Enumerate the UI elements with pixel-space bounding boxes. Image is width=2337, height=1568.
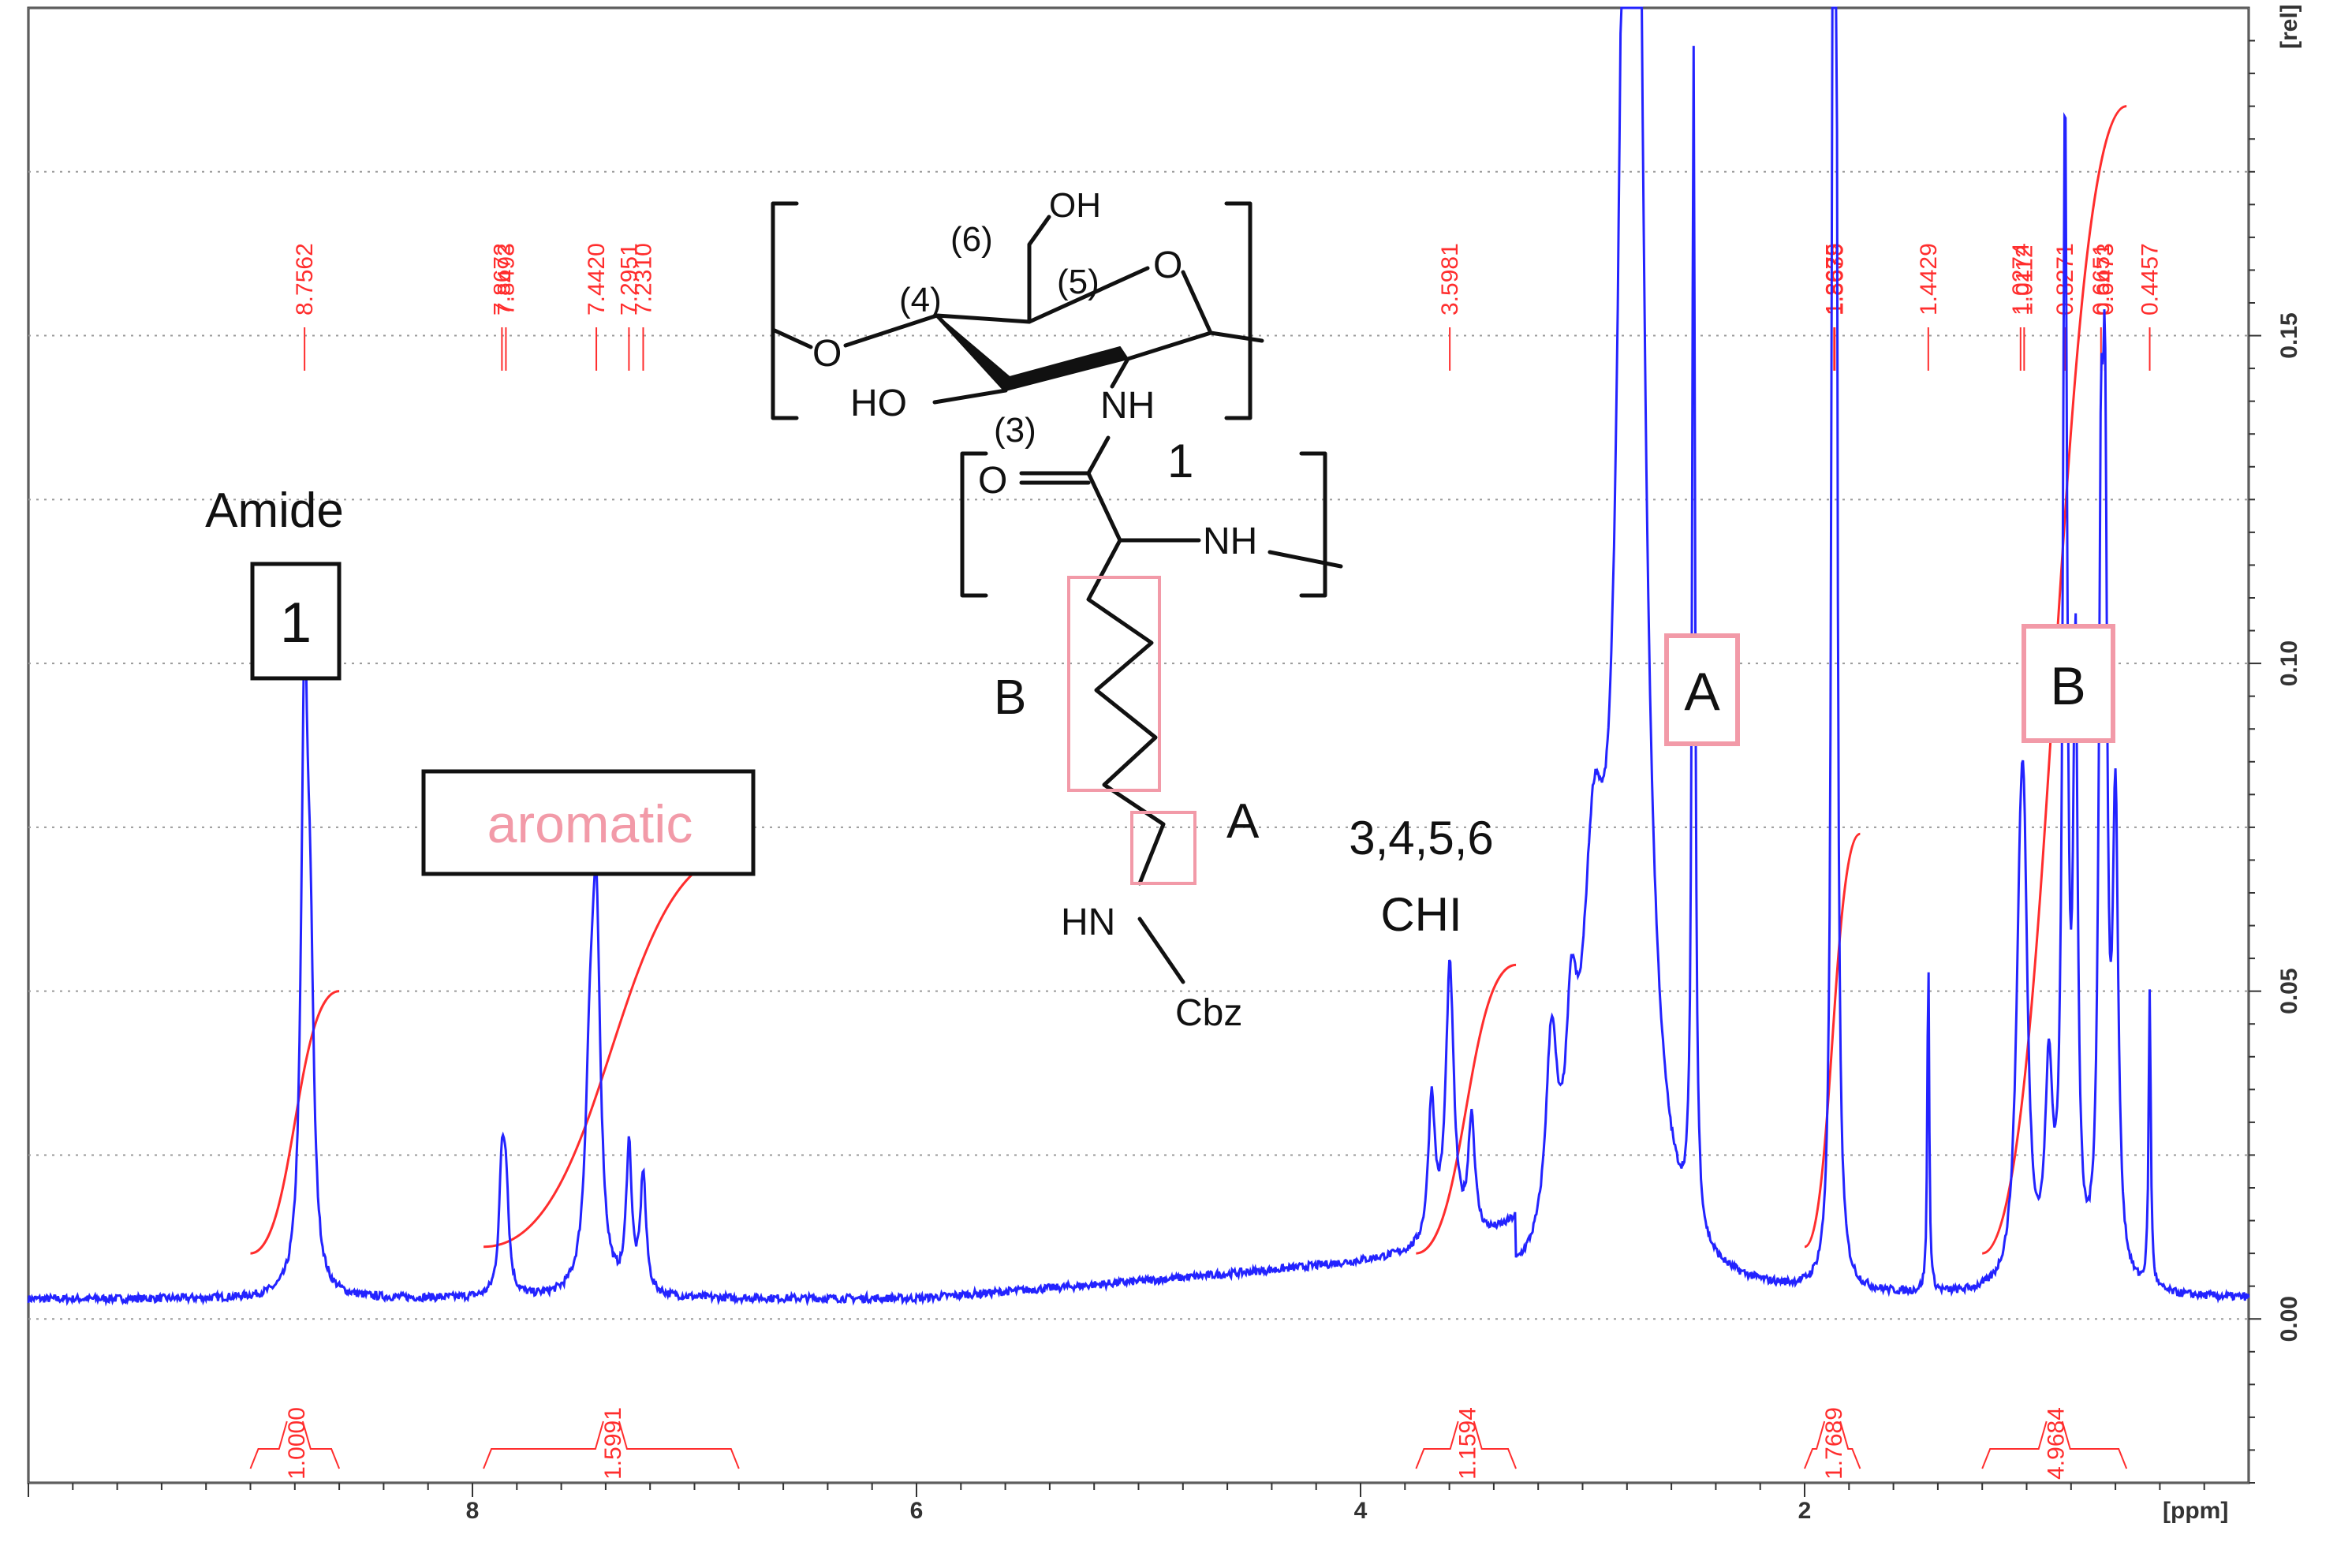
bond-c2-n — [1110, 357, 1130, 389]
structure-A-label: A — [1226, 794, 1260, 849]
y-tick-label: 0.15 — [2276, 312, 2302, 358]
structure-glycosidic-o: O — [812, 333, 842, 375]
spectrum-line — [27, 6, 2250, 1307]
structure-ring-o: O — [1153, 245, 1182, 286]
structure-carbonyl-o: O — [978, 460, 1007, 502]
side-chain-A-box — [1130, 811, 1196, 885]
peak-label: 0.6473 — [2092, 243, 2119, 315]
x-tick-label: 6 — [910, 1498, 924, 1524]
integral-label: 1.0000 — [284, 1407, 310, 1480]
bond-c3-oh — [932, 388, 1008, 405]
bond-o-c4 — [843, 313, 939, 348]
structure-highlight-boxes — [1067, 576, 1196, 885]
peak-label: 7.2951 — [616, 243, 642, 315]
peak-label: 1.8675 — [1821, 243, 1847, 315]
integral-bracket — [483, 1421, 740, 1469]
structure-unit-label: 1 — [1167, 435, 1193, 487]
bond-nh-right — [1267, 550, 1343, 569]
inner-bracket-right — [1299, 451, 1327, 598]
x-tick-label: 2 — [1798, 1498, 1812, 1524]
bond-left-o — [771, 327, 813, 349]
amide-number-label: 1 — [280, 592, 312, 655]
lysine-side-chain — [1086, 538, 1166, 886]
peak-label: 0.6651 — [2089, 243, 2115, 315]
amide-number-box — [250, 562, 342, 681]
peak-B-label: B — [2050, 656, 2085, 716]
peak-label: 1.4429 — [1916, 243, 1942, 315]
peak-label: 7.8493 — [493, 243, 519, 315]
integral-curve — [1416, 963, 1517, 1255]
spectrum-series — [27, 6, 2250, 1307]
peak-label: 1.8639 — [1822, 243, 1848, 315]
integral-curve — [1804, 832, 1861, 1249]
peak-label: 8.7562 — [292, 243, 318, 315]
x-axis: 8 6 4 2 — [28, 1483, 2205, 1524]
peak-B-box — [2022, 624, 2115, 743]
outer-bracket-left — [771, 201, 799, 420]
structure-c3: (3) — [994, 411, 1036, 450]
y-axis: 0.00 0.05 0.10 0.15 — [2249, 39, 2302, 1484]
integral-bracket — [1804, 1421, 1861, 1469]
aromatic-annotation: aromatic — [487, 794, 693, 854]
bond-c5-c6 — [1027, 215, 1051, 324]
chi-annotation-line1: 3,4,5,6 — [1349, 812, 1494, 864]
structure-nh-chain: NH — [1203, 521, 1257, 562]
bond-hn-cbz — [1137, 917, 1185, 984]
integral-label: 1.7689 — [1821, 1407, 1847, 1480]
side-chain-B-box — [1067, 576, 1161, 792]
peak-label: 0.4457 — [2137, 243, 2163, 315]
outer-bracket-right — [1224, 201, 1252, 420]
y-tick-label: 0.10 — [2276, 640, 2302, 686]
integral-bracket — [1415, 1421, 1517, 1469]
peak-label: 7.8672 — [489, 243, 515, 315]
inner-bracket-left — [960, 451, 988, 598]
peak-label: 7.4420 — [584, 243, 610, 315]
bond-n-carbonyl — [1086, 435, 1111, 476]
peak-label: 3.5981 — [1437, 243, 1463, 315]
peak-label: 1.0274 — [2008, 243, 2034, 315]
x-tick-label: 4 — [1354, 1498, 1368, 1524]
structure-c4: (4) — [899, 281, 942, 319]
peak-A-label: A — [1684, 662, 1720, 722]
integral-bracket — [249, 1421, 341, 1469]
chemical-structure — [771, 201, 1343, 984]
structure-cbz: Cbz — [1175, 992, 1242, 1034]
y-axis-label: [rel] — [2276, 4, 2302, 49]
peak-label: 1.0112 — [2011, 245, 2037, 315]
structure-c6: (6) — [950, 220, 993, 259]
ring-wedge — [936, 315, 1129, 391]
peak-label: 7.2310 — [630, 243, 656, 315]
amide-annotation: Amide — [205, 483, 344, 538]
x-tick-label: 8 — [466, 1498, 480, 1524]
y-tick-label: 0.00 — [2276, 1296, 2302, 1342]
integral-curve — [250, 990, 340, 1255]
structure-B-label: B — [994, 670, 1026, 725]
structure-oh-top: OH — [1049, 186, 1101, 225]
y-tick-label: 0.05 — [2276, 968, 2302, 1014]
structure-hn: HN — [1061, 902, 1115, 943]
chi-annotation-line2: CHI — [1380, 888, 1462, 941]
x-axis-label: [ppm] — [2163, 1498, 2228, 1524]
aromatic-box — [421, 769, 756, 876]
peak-A-box — [1664, 633, 1740, 746]
structure-ho: HO — [850, 383, 907, 424]
integral-bracket — [1981, 1421, 2128, 1469]
integral-label: 1.5991 — [600, 1407, 626, 1480]
structure-labels: OH (6) (5) (4) (3) O HO NH O O NH HN Cbz… — [812, 186, 1260, 1034]
structure-c5: (5) — [1057, 263, 1099, 301]
integral-label: 4.9684 — [2044, 1407, 2070, 1480]
structure-nh-ring: NH — [1100, 385, 1155, 427]
bond-c1-right — [1208, 330, 1264, 343]
integral-label: 1.1594 — [1455, 1407, 1481, 1480]
ring-right-edge — [1126, 270, 1213, 361]
